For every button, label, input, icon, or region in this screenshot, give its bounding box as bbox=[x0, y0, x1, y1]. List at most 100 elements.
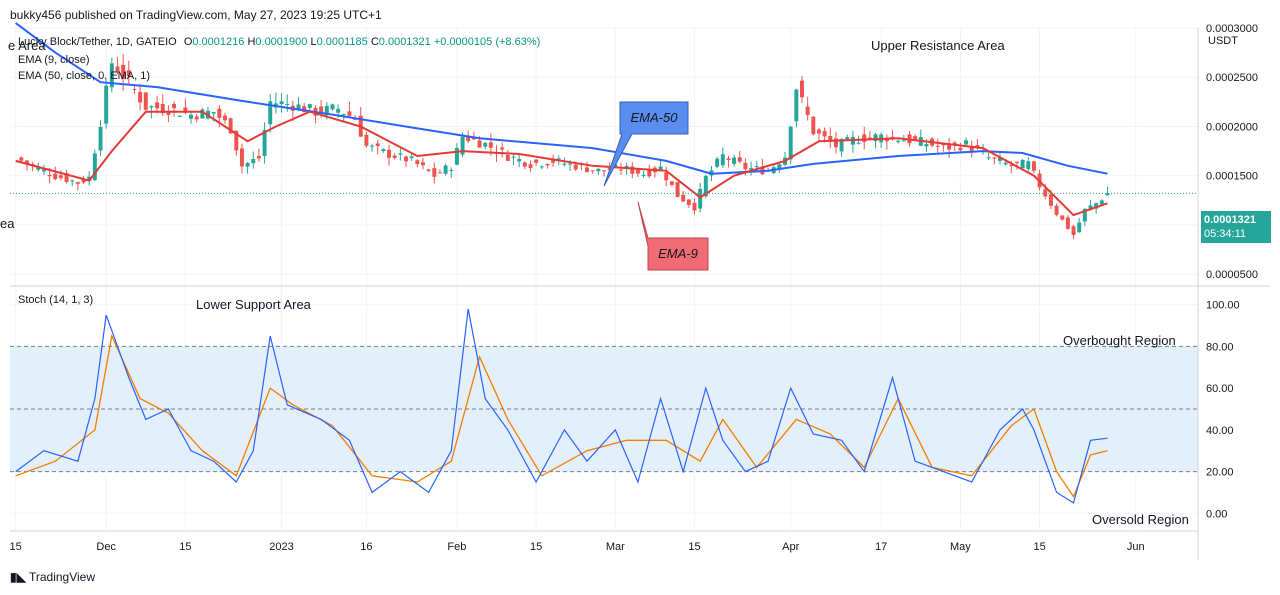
candle[interactable] bbox=[1026, 157, 1031, 172]
candle[interactable] bbox=[222, 112, 227, 124]
candle[interactable] bbox=[969, 140, 974, 158]
candle[interactable] bbox=[545, 163, 550, 169]
candle[interactable] bbox=[1054, 203, 1059, 217]
candle[interactable] bbox=[715, 156, 720, 169]
candle[interactable] bbox=[500, 142, 505, 158]
candle[interactable] bbox=[115, 57, 120, 75]
candle[interactable] bbox=[364, 131, 369, 148]
candle[interactable] bbox=[285, 94, 290, 112]
candle[interactable] bbox=[862, 126, 867, 150]
candle[interactable] bbox=[686, 198, 691, 208]
candle[interactable] bbox=[256, 148, 261, 162]
candle[interactable] bbox=[404, 155, 408, 168]
candle[interactable] bbox=[800, 75, 804, 103]
candle[interactable] bbox=[387, 144, 392, 166]
stoch-legend[interactable]: Stoch (14, 1, 3) bbox=[18, 294, 94, 306]
candle[interactable] bbox=[726, 155, 731, 168]
candle[interactable] bbox=[867, 131, 872, 139]
candle[interactable] bbox=[132, 85, 137, 94]
candle[interactable] bbox=[64, 169, 69, 184]
candle[interactable] bbox=[641, 170, 646, 178]
candle[interactable] bbox=[918, 129, 923, 147]
candle[interactable] bbox=[426, 168, 431, 173]
candle[interactable] bbox=[330, 103, 335, 112]
candle[interactable] bbox=[245, 161, 250, 174]
candle[interactable] bbox=[737, 150, 742, 164]
candle[interactable] bbox=[517, 153, 522, 168]
candle[interactable] bbox=[279, 92, 284, 113]
candle[interactable] bbox=[884, 134, 889, 150]
tradingview-logo[interactable]: ▮◣ TradingView bbox=[10, 570, 95, 584]
candle[interactable] bbox=[833, 131, 838, 154]
candle[interactable] bbox=[1020, 158, 1025, 169]
candle[interactable] bbox=[873, 132, 878, 149]
candle[interactable] bbox=[551, 154, 556, 167]
candle[interactable] bbox=[528, 160, 533, 173]
candle[interactable] bbox=[251, 151, 256, 169]
candle[interactable] bbox=[409, 153, 414, 161]
candle[interactable] bbox=[432, 162, 437, 184]
candle[interactable] bbox=[104, 80, 109, 129]
symbol-legend[interactable]: Lucky Block/Tether, 1D, GATEIO O0.000121… bbox=[18, 36, 540, 48]
candle[interactable] bbox=[109, 57, 114, 93]
candle[interactable] bbox=[58, 170, 63, 181]
candle[interactable] bbox=[200, 107, 205, 119]
candle[interactable] bbox=[155, 95, 160, 114]
candle[interactable] bbox=[811, 116, 816, 136]
candle[interactable] bbox=[590, 170, 595, 174]
candle[interactable] bbox=[381, 148, 386, 153]
candle[interactable] bbox=[1071, 224, 1076, 240]
candle[interactable] bbox=[375, 139, 380, 155]
candle[interactable] bbox=[347, 101, 352, 117]
candle[interactable] bbox=[471, 131, 476, 141]
candle[interactable] bbox=[143, 92, 148, 114]
candle[interactable] bbox=[1105, 186, 1110, 196]
candle[interactable] bbox=[177, 115, 182, 117]
candle[interactable] bbox=[87, 171, 92, 186]
candle[interactable] bbox=[992, 156, 997, 165]
ema9-legend[interactable]: EMA (9, close) bbox=[18, 54, 90, 66]
candle[interactable] bbox=[669, 181, 674, 187]
candle[interactable] bbox=[392, 152, 397, 160]
candle[interactable] bbox=[879, 132, 884, 148]
candle[interactable] bbox=[635, 168, 640, 178]
stoch-k-line[interactable] bbox=[15, 308, 1108, 504]
candle[interactable] bbox=[664, 166, 669, 187]
candle[interactable] bbox=[262, 122, 267, 164]
candle[interactable] bbox=[420, 158, 425, 170]
candle[interactable] bbox=[398, 146, 403, 161]
stoch-lines[interactable] bbox=[15, 308, 1108, 504]
candle[interactable] bbox=[732, 154, 737, 167]
candle[interactable] bbox=[896, 139, 901, 144]
candle[interactable] bbox=[828, 127, 833, 149]
candle[interactable] bbox=[539, 165, 544, 170]
candle[interactable] bbox=[947, 137, 952, 158]
candle[interactable] bbox=[273, 92, 278, 114]
candle[interactable] bbox=[964, 137, 969, 146]
candle[interactable] bbox=[845, 134, 850, 140]
candle[interactable] bbox=[1065, 215, 1070, 230]
candle[interactable] bbox=[941, 143, 946, 152]
candle[interactable] bbox=[166, 105, 171, 123]
candle[interactable] bbox=[92, 149, 97, 181]
candle[interactable] bbox=[454, 143, 459, 166]
candle[interactable] bbox=[1031, 160, 1036, 174]
candle[interactable] bbox=[194, 114, 199, 123]
candle[interactable] bbox=[596, 168, 601, 175]
candle[interactable] bbox=[138, 83, 143, 111]
candle[interactable] bbox=[850, 130, 855, 153]
candle[interactable] bbox=[370, 143, 375, 152]
candle[interactable] bbox=[172, 101, 177, 118]
candle[interactable] bbox=[239, 143, 244, 174]
candle[interactable] bbox=[816, 127, 821, 142]
candle[interactable] bbox=[189, 111, 194, 124]
candle[interactable] bbox=[70, 179, 75, 187]
candle[interactable] bbox=[268, 94, 273, 133]
stoch-d-line[interactable] bbox=[15, 333, 1108, 498]
candle[interactable] bbox=[415, 159, 420, 168]
candle[interactable] bbox=[437, 169, 442, 174]
candle[interactable] bbox=[24, 159, 29, 171]
candle[interactable] bbox=[534, 158, 539, 166]
candle[interactable] bbox=[720, 147, 725, 168]
candle[interactable] bbox=[794, 88, 799, 128]
